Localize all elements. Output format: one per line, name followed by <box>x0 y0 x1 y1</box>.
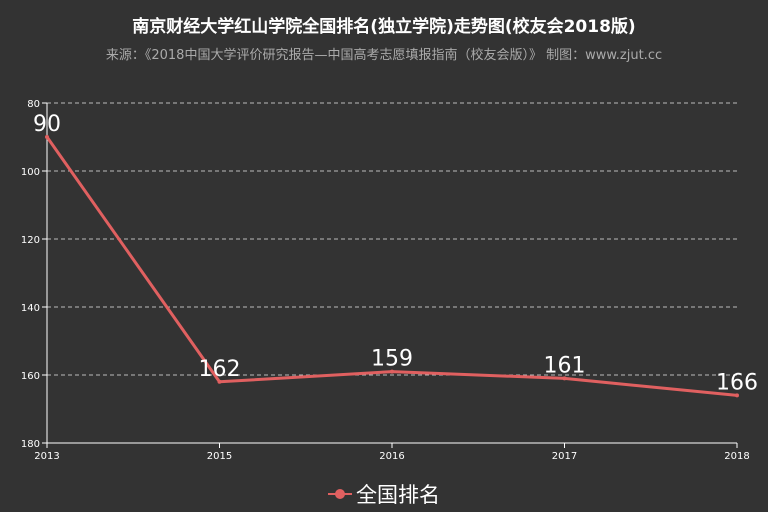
data-point <box>45 135 49 139</box>
data-point <box>735 393 739 398</box>
y-tick-label: 120 <box>21 235 40 246</box>
data-point <box>562 376 567 381</box>
legend-line-marker-icon <box>328 487 352 501</box>
chart-subtitle: 来源：《2018中国大学评价研究报告—中国高考志愿填报指南（校友会版）》 制图：… <box>105 48 663 63</box>
y-tick-label: 100 <box>21 167 40 178</box>
data-label: 161 <box>544 353 586 378</box>
chart-title: 南京财经大学红山学院全国排名(独立学院)走势图(校友会2018版) <box>132 17 636 37</box>
x-tick-label: 2013 <box>34 451 59 462</box>
data-label: 159 <box>371 347 413 372</box>
x-tick-label: 2016 <box>379 451 404 462</box>
data-label: 90 <box>33 112 61 137</box>
x-tick-label: 2015 <box>207 451 232 462</box>
legend[interactable]: 全国排名 <box>0 479 768 509</box>
data-point <box>390 369 394 374</box>
data-label: 166 <box>716 370 758 395</box>
y-tick-label: 180 <box>21 439 40 450</box>
data-point <box>217 379 222 384</box>
x-tick-label: 2018 <box>724 451 749 462</box>
y-tick-label: 140 <box>21 303 40 314</box>
data-label: 162 <box>199 357 241 382</box>
legend-label: 全国排名 <box>356 483 440 507</box>
y-tick-label: 80 <box>27 99 40 110</box>
y-tick-label: 160 <box>21 371 40 382</box>
x-tick-label: 2017 <box>552 451 577 462</box>
